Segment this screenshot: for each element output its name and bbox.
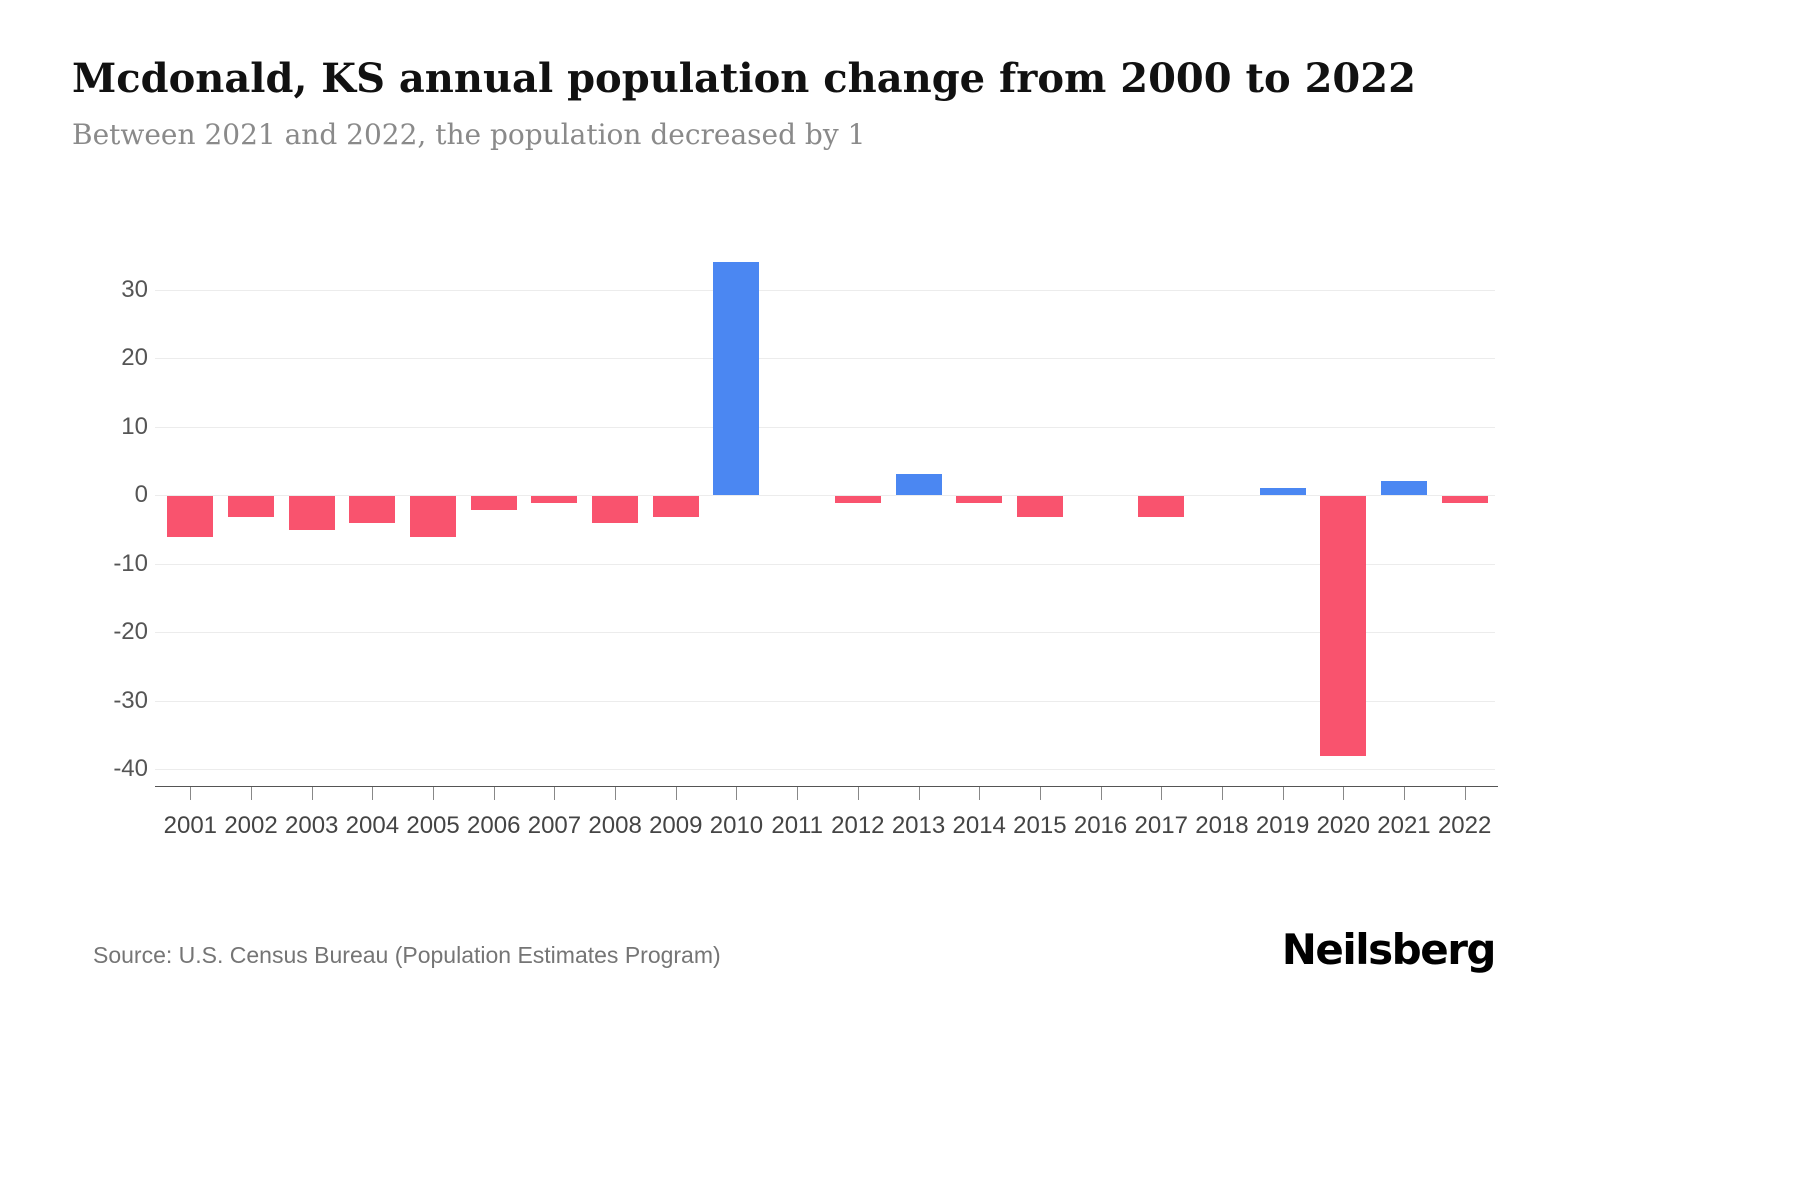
bar-2007	[531, 496, 578, 503]
x-tick	[1282, 787, 1284, 800]
chart-subtitle: Between 2021 and 2022, the population de…	[72, 118, 866, 151]
bar-2009	[652, 496, 699, 517]
bar-2014	[956, 496, 1003, 503]
gridline	[155, 769, 1495, 770]
x-tick	[1161, 787, 1163, 800]
x-tick	[1464, 787, 1466, 800]
x-tick	[675, 787, 677, 800]
x-tick	[797, 787, 799, 800]
gridline	[155, 426, 1495, 428]
x-tick-label: 2002	[224, 812, 278, 839]
bar-2002	[228, 496, 275, 517]
y-axis: 30 20 10 0 -10 -20 -30 -40	[0, 240, 148, 786]
x-tick-label: 2013	[891, 812, 946, 839]
x-tick-label: 2015	[1013, 812, 1067, 839]
bar-2019	[1259, 488, 1306, 495]
bar-2004	[349, 496, 396, 524]
x-tick	[251, 787, 253, 800]
bar-2015	[1016, 496, 1063, 517]
x-tick	[1100, 787, 1102, 800]
bar-2020	[1320, 496, 1367, 757]
gridline	[155, 632, 1495, 633]
bar-2022	[1441, 496, 1488, 503]
x-tick	[493, 787, 495, 800]
x-tick-label: 2021	[1377, 812, 1431, 839]
x-tick-label: 2012	[831, 812, 885, 839]
x-tick	[372, 787, 374, 800]
x-tick-label: 2019	[1255, 812, 1310, 839]
y-tick-label: -10	[113, 549, 148, 577]
x-tick-label: 2018	[1195, 812, 1249, 839]
x-tick	[1221, 787, 1223, 800]
x-tick	[1343, 787, 1345, 800]
y-tick-label: 10	[121, 412, 148, 440]
x-tick	[433, 787, 435, 800]
neilsberg-logo: Neilsberg	[1281, 925, 1497, 974]
x-tick-label: 2003	[285, 812, 339, 839]
x-tick	[736, 787, 738, 800]
x-tick	[1039, 787, 1041, 800]
y-tick-label: 30	[121, 275, 148, 303]
x-axis: 2001 2002 2003 2004 2005 2006 2007 2008 2009 2010…	[160, 786, 1495, 856]
x-tick-label: 2004	[345, 812, 400, 839]
y-tick-label: -30	[113, 686, 148, 714]
bar-2012	[834, 496, 881, 503]
x-tick	[857, 787, 859, 800]
gridline	[155, 358, 1495, 359]
bar-2010	[713, 262, 760, 495]
bar-2005	[410, 496, 457, 538]
x-tick-label: 2008	[588, 812, 642, 839]
x-tick-label: 2007	[527, 812, 582, 839]
gridline	[155, 495, 1495, 496]
x-tick	[979, 787, 981, 800]
bar-2017	[1138, 496, 1185, 517]
x-tick-label: 2017	[1134, 812, 1188, 839]
x-tick-label: 2016	[1073, 812, 1128, 839]
x-tick-label: 2022	[1437, 812, 1492, 839]
y-tick-label: 20	[121, 344, 148, 371]
x-tick	[554, 787, 556, 800]
bar-2013	[895, 474, 942, 495]
x-tick	[311, 787, 313, 800]
bar-2021	[1380, 481, 1427, 495]
bar-2003	[288, 496, 335, 531]
x-tick	[918, 787, 920, 800]
x-tick-label: 2005	[406, 812, 460, 839]
gridline	[155, 700, 1495, 702]
bar-2001	[167, 496, 214, 538]
x-tick	[615, 787, 617, 800]
chart-title: Mcdonald, KS annual population change fr…	[72, 55, 1416, 102]
x-tick-label: 2010	[709, 812, 764, 839]
x-tick-label: 2014	[952, 812, 1006, 839]
x-tick-label: 2009	[649, 812, 703, 839]
y-tick-label: 0	[134, 481, 148, 508]
x-tick-label: 2001	[163, 812, 218, 839]
bar-2006	[470, 496, 517, 510]
x-tick-label: 2011	[771, 812, 823, 839]
gridline	[155, 289, 1495, 291]
x-tick	[1403, 787, 1405, 800]
y-tick-label: -40	[113, 755, 148, 782]
source-text: Source: U.S. Census Bureau (Population E…	[93, 942, 721, 968]
y-tick-label: -20	[113, 618, 148, 645]
gridline	[155, 563, 1495, 565]
x-tick	[190, 787, 192, 800]
x-tick-label: 2006	[467, 812, 521, 839]
x-tick-label: 2020	[1316, 812, 1370, 839]
bar-2008	[592, 496, 639, 524]
x-axis-line	[155, 786, 1498, 787]
plot-area	[155, 240, 1495, 786]
